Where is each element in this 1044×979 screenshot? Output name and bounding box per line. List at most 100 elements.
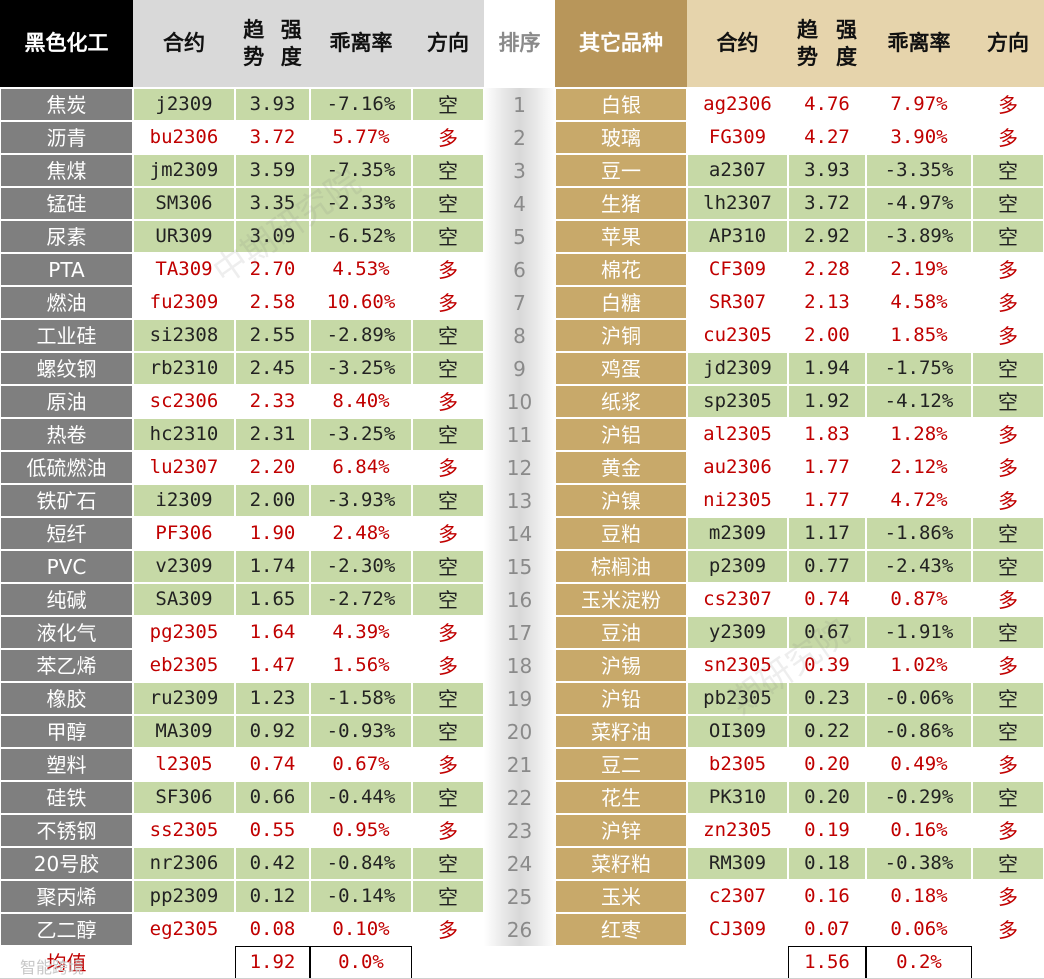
right-deviation: 0.18%: [866, 880, 972, 913]
left-direction: 空: [412, 319, 484, 352]
left-direction: 多: [412, 286, 484, 319]
right-name: 玉米淀粉: [555, 583, 687, 616]
left-deviation: 0.67%: [310, 748, 412, 781]
left-direction: 空: [412, 187, 484, 220]
right-deviation: 0.16%: [866, 814, 972, 847]
right-name: 纸浆: [555, 385, 687, 418]
right-direction: 多: [972, 484, 1044, 517]
right-deviation: -3.89%: [866, 220, 972, 253]
left-deviation: -1.58%: [310, 682, 412, 715]
left-strength: 2.31: [235, 418, 310, 451]
left-name: 不锈钢: [0, 814, 133, 847]
left-deviation: -2.33%: [310, 187, 412, 220]
left-name: 橡胶: [0, 682, 133, 715]
right-name: 菜籽油: [555, 715, 687, 748]
right-strength: 1.94: [788, 352, 866, 385]
right-direction: 空: [972, 715, 1044, 748]
left-contract: v2309: [133, 550, 235, 583]
left-contract: l2305: [133, 748, 235, 781]
left-direction: 空: [412, 715, 484, 748]
left-strength: 2.00: [235, 484, 310, 517]
right-name: 菜籽粕: [555, 847, 687, 880]
rank-number: 3: [513, 158, 526, 183]
right-name: 豆二: [555, 748, 687, 781]
left-direction: 多: [412, 913, 484, 946]
right-strength: 0.22: [788, 715, 866, 748]
left-strength: 1.74: [235, 550, 310, 583]
header-direction-left: 方向: [412, 0, 484, 87]
left-direction: 多: [412, 814, 484, 847]
header-trend-right-line-1: 趋势: [797, 17, 818, 69]
left-strength: 1.47: [235, 649, 310, 682]
right-direction: 多: [972, 121, 1044, 154]
left-name: 焦煤: [0, 154, 133, 187]
left-strength: 3.72: [235, 121, 310, 154]
rank-number: 17: [506, 620, 533, 645]
left-contract: eb2305: [133, 649, 235, 682]
left-deviation: -0.44%: [310, 781, 412, 814]
footer-right-avg-deviation: 0.2%: [866, 946, 972, 979]
left-strength: 0.66: [235, 781, 310, 814]
right-name: 豆一: [555, 154, 687, 187]
right-contract: jd2309: [687, 352, 788, 385]
rank-number: 8: [513, 323, 526, 348]
right-name: 生猪: [555, 187, 687, 220]
right-direction: 空: [972, 187, 1044, 220]
header-deviation-right: 乖离率: [866, 0, 972, 87]
left-strength: 1.23: [235, 682, 310, 715]
left-direction: 多: [412, 451, 484, 484]
right-strength: 1.77: [788, 484, 866, 517]
right-strength: 0.07: [788, 913, 866, 946]
right-contract: sp2305: [687, 385, 788, 418]
right-strength: 0.20: [788, 748, 866, 781]
header-group-right-line-1: 其它: [579, 31, 621, 55]
right-contract: m2309: [687, 517, 788, 550]
rank-number: 9: [513, 356, 526, 381]
right-deviation: -1.86%: [866, 517, 972, 550]
rank-number: 1: [513, 92, 526, 117]
right-name: 沪铜: [555, 319, 687, 352]
right-contract: c2307: [687, 880, 788, 913]
left-contract: pp2309: [133, 880, 235, 913]
right-deviation: 0.49%: [866, 748, 972, 781]
right-contract: cs2307: [687, 583, 788, 616]
rank-number: 20: [506, 719, 533, 744]
left-strength: 2.58: [235, 286, 310, 319]
left-deviation: -2.89%: [310, 319, 412, 352]
left-deviation: 6.84%: [310, 451, 412, 484]
left-deviation: 5.77%: [310, 121, 412, 154]
left-deviation: -2.30%: [310, 550, 412, 583]
right-strength: 0.39: [788, 649, 866, 682]
right-strength: 1.83: [788, 418, 866, 451]
left-contract: pg2305: [133, 616, 235, 649]
left-contract: MA309: [133, 715, 235, 748]
left-contract: bu2306: [133, 121, 235, 154]
header-deviation-left: 乖离率: [310, 0, 412, 87]
rank-number: 22: [506, 785, 533, 810]
rank-number: 2: [513, 125, 526, 150]
right-name: 白银: [555, 88, 687, 121]
rank-number: 19: [506, 686, 533, 711]
rank-column-background: [484, 88, 555, 946]
footer-average-label: 均值: [46, 950, 87, 975]
right-contract: cu2305: [687, 319, 788, 352]
header-trend-right: 趋势 强度: [788, 0, 866, 87]
footer-left-avg-deviation: 0.0%: [310, 946, 412, 979]
header-rank: 排序: [484, 0, 555, 87]
left-contract: ru2309: [133, 682, 235, 715]
right-contract: RM309: [687, 847, 788, 880]
left-contract: j2309: [133, 88, 235, 121]
left-strength: 2.55: [235, 319, 310, 352]
right-contract: OI309: [687, 715, 788, 748]
left-strength: 0.55: [235, 814, 310, 847]
right-deviation: -2.43%: [866, 550, 972, 583]
right-strength: 1.92: [788, 385, 866, 418]
left-name: PTA: [0, 253, 133, 286]
right-name: 棉花: [555, 253, 687, 286]
left-deviation: -0.14%: [310, 880, 412, 913]
left-strength: 0.74: [235, 748, 310, 781]
right-strength: 0.19: [788, 814, 866, 847]
right-deviation: 4.58%: [866, 286, 972, 319]
left-strength: 2.70: [235, 253, 310, 286]
right-strength: 3.72: [788, 187, 866, 220]
